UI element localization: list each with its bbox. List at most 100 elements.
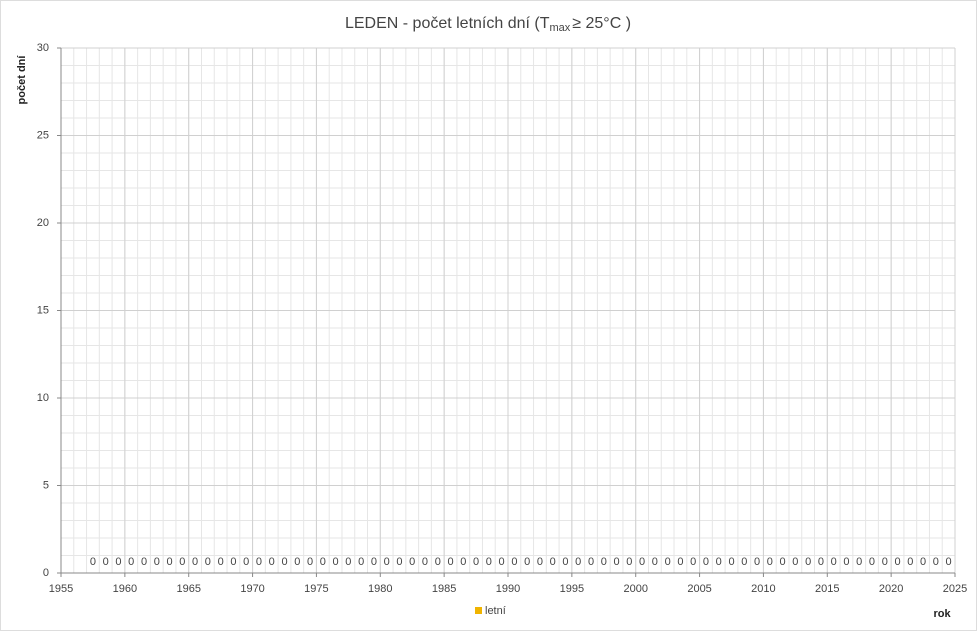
x-tick-label: 1955 (49, 583, 73, 595)
x-tick-label: 2000 (623, 583, 647, 595)
y-tick-label: 15 (37, 304, 49, 316)
data-label: 0 (281, 556, 287, 568)
data-label: 0 (894, 556, 900, 568)
data-label: 0 (447, 556, 453, 568)
data-label: 0 (524, 556, 530, 568)
data-label: 0 (933, 556, 939, 568)
x-axis-label: rok (933, 608, 951, 620)
data-label: 0 (256, 556, 262, 568)
x-tick-label: 1975 (304, 583, 328, 595)
data-label: 0 (460, 556, 466, 568)
y-tick-label: 10 (37, 392, 49, 404)
data-label: 0 (103, 556, 109, 568)
y-tick-label: 0 (43, 567, 49, 579)
data-label: 0 (780, 556, 786, 568)
data-label: 0 (333, 556, 339, 568)
data-label: 0 (179, 556, 185, 568)
data-label: 0 (128, 556, 134, 568)
data-label: 0 (690, 556, 696, 568)
data-label: 0 (154, 556, 160, 568)
data-label: 0 (882, 556, 888, 568)
y-tick-label: 30 (37, 42, 49, 54)
data-label: 0 (499, 556, 505, 568)
data-label: 0 (741, 556, 747, 568)
x-tick-label: 1995 (560, 583, 584, 595)
data-label: 0 (716, 556, 722, 568)
data-label: 0 (205, 556, 211, 568)
data-label: 0 (665, 556, 671, 568)
data-label: 0 (345, 556, 351, 568)
data-label: 0 (639, 556, 645, 568)
title-subscript: max (550, 22, 571, 34)
data-label: 0 (831, 556, 837, 568)
data-label: 0 (613, 556, 619, 568)
data-label: 0 (767, 556, 773, 568)
data-label: 0 (243, 556, 249, 568)
y-tick-label: 25 (37, 129, 49, 141)
y-tick-label: 20 (37, 217, 49, 229)
data-label: 0 (435, 556, 441, 568)
data-label: 0 (307, 556, 313, 568)
data-label: 0 (856, 556, 862, 568)
x-tick-label: 1965 (176, 583, 200, 595)
x-tick-label: 1960 (113, 583, 137, 595)
data-label: 0 (218, 556, 224, 568)
x-tick-label: 2005 (687, 583, 711, 595)
data-label: 0 (90, 556, 96, 568)
data-label: 0 (652, 556, 658, 568)
data-label: 0 (843, 556, 849, 568)
y-tick-label: 5 (43, 479, 49, 491)
data-label: 0 (754, 556, 760, 568)
data-label: 0 (294, 556, 300, 568)
x-tick-label: 1990 (496, 583, 520, 595)
data-label: 0 (486, 556, 492, 568)
data-label: 0 (818, 556, 824, 568)
data-label: 0 (166, 556, 172, 568)
legend-swatch (475, 607, 482, 614)
data-label: 0 (575, 556, 581, 568)
legend-label: letní (485, 605, 506, 617)
data-label: 0 (141, 556, 147, 568)
data-label: 0 (269, 556, 275, 568)
y-axis-label: počet dní (16, 55, 28, 105)
data-label: 0 (192, 556, 198, 568)
data-label: 0 (358, 556, 364, 568)
chart-title: LEDEN - počet letních dní (Tmax ≥ 25°C ) (345, 15, 631, 34)
data-label: 0 (537, 556, 543, 568)
data-label: 0 (409, 556, 415, 568)
data-label: 0 (396, 556, 402, 568)
data-label: 0 (728, 556, 734, 568)
data-label: 0 (677, 556, 683, 568)
x-tick-label: 1980 (368, 583, 392, 595)
data-label: 0 (115, 556, 121, 568)
data-label: 0 (805, 556, 811, 568)
data-label: 0 (792, 556, 798, 568)
data-label: 0 (703, 556, 709, 568)
data-label: 0 (601, 556, 607, 568)
data-label: 0 (869, 556, 875, 568)
x-tick-label: 1985 (432, 583, 456, 595)
data-label: 0 (588, 556, 594, 568)
data-label: 0 (473, 556, 479, 568)
data-label: 0 (550, 556, 556, 568)
data-label: 0 (946, 556, 952, 568)
data-label: 0 (511, 556, 517, 568)
x-tick-label: 2020 (879, 583, 903, 595)
title-main: LEDEN - počet letních dní (T (345, 15, 550, 32)
x-tick-label: 2015 (815, 583, 839, 595)
data-label: 0 (562, 556, 568, 568)
data-label: 0 (320, 556, 326, 568)
data-label: 0 (626, 556, 632, 568)
title-suffix: ≥ 25°C ) (572, 15, 631, 32)
data-label: 0 (230, 556, 236, 568)
data-label: 0 (384, 556, 390, 568)
x-tick-label: 2010 (751, 583, 775, 595)
data-label: 0 (422, 556, 428, 568)
data-label: 0 (371, 556, 377, 568)
data-label: 0 (907, 556, 913, 568)
data-label: 0 (920, 556, 926, 568)
x-tick-label: 1970 (240, 583, 264, 595)
x-tick-label: 2025 (943, 583, 967, 595)
